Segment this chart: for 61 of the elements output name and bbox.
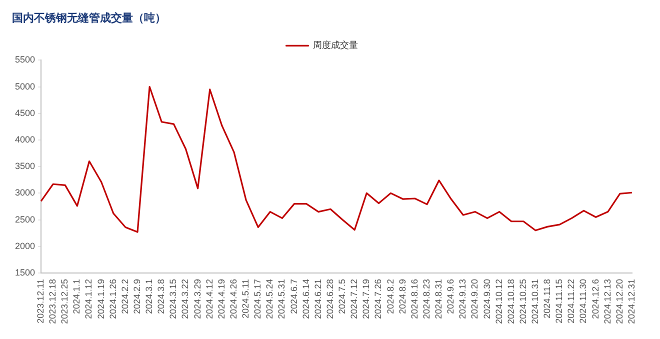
- chart-title: 国内不锈钢无缝管成交量（吨）: [12, 11, 166, 24]
- x-tick-label: 2023.12.11: [36, 278, 46, 324]
- x-tick-label: 2024.12.13: [602, 278, 612, 324]
- x-tick-label: 2024.8.23: [421, 278, 432, 320]
- x-tick-label: 2024.8.31: [434, 278, 444, 320]
- x-tick-label: 2024.3.22: [180, 278, 190, 320]
- x-tick-label: 2024.9.30: [482, 278, 492, 320]
- x-tick-label: 2024.6.28: [324, 278, 335, 320]
- x-tick-label: 2024.5.11: [240, 278, 251, 318]
- x-tick-label: 2024.10.12: [494, 278, 504, 324]
- y-tick-label: 5500: [14, 54, 36, 65]
- x-tick-label: 2024.1.1: [72, 278, 82, 314]
- y-tick-label: 5000: [14, 81, 36, 92]
- y-tick-label: 2000: [14, 240, 36, 251]
- x-tick-label: 2024.5.31: [276, 278, 287, 320]
- x-tick-label: 2024.10.18: [506, 278, 516, 324]
- x-tick-label: 2024.6.7: [288, 278, 299, 314]
- x-tick-label: 2024.4.26: [228, 278, 238, 320]
- x-tick-label: 2024.12.31: [626, 278, 636, 324]
- x-tick-label: 2024.8.9: [397, 278, 408, 314]
- y-tick-label: 1500: [14, 267, 36, 278]
- x-tick-label: 2024.11.8: [542, 278, 552, 318]
- x-tick-label: 2024.4.12: [204, 278, 214, 320]
- x-tick-label: 2024.5.24: [264, 278, 275, 320]
- y-tick-label: 3500: [14, 161, 36, 172]
- x-tick-label: 2024.2.2: [120, 278, 130, 314]
- x-tick-label: 2024.9.6: [446, 278, 456, 314]
- x-tick-label: 2024.1.19: [96, 278, 106, 320]
- x-tick-label: 2024.5.17: [252, 278, 263, 320]
- x-tick-label: 2024.3.29: [192, 278, 202, 320]
- y-tick-label: 4500: [14, 108, 36, 118]
- x-tick-label: 2024.8.16: [409, 278, 420, 320]
- x-tick-label: 2024.2.9: [132, 278, 142, 314]
- x-tick-label: 2023.12.25: [60, 278, 70, 324]
- legend-label: 周度成交量: [312, 40, 358, 52]
- y-tick-label: 3000: [14, 188, 36, 198]
- x-tick-label: 2023.12.18: [48, 278, 58, 324]
- x-tick-label: 2024.10.25: [518, 278, 528, 324]
- x-tick-label: 2024.9.13: [458, 278, 468, 320]
- x-tick-label: 2024.11.22: [566, 278, 576, 324]
- y-tick-label: 2500: [14, 214, 36, 224]
- x-tick-label: 2024.11.15: [554, 278, 564, 324]
- x-tick-label: 2024.8.2: [385, 278, 396, 314]
- x-tick-label: 2024.1.12: [84, 278, 94, 320]
- x-tick-label: 2024.7.19: [361, 278, 372, 320]
- x-tick-label: 2024.6.21: [312, 278, 323, 320]
- x-tick-label: 2024.3.1: [144, 278, 154, 314]
- x-tick-label: 2024.4.19: [216, 278, 226, 320]
- x-tick-label: 2024.6.14: [300, 278, 311, 320]
- x-tick-label: 2024.10.31: [530, 278, 540, 324]
- x-tick-label: 2024.9.20: [470, 278, 480, 320]
- x-tick-label: 2024.7.26: [373, 278, 384, 320]
- x-tick-label: 2024.1.26: [108, 278, 118, 320]
- x-tick-label: 2024.11.30: [578, 278, 588, 324]
- x-tick-label: 2024.12.6: [590, 278, 600, 320]
- x-tick-label: 2024.12.20: [614, 278, 624, 324]
- x-tick-label: 2024.3.15: [168, 278, 178, 320]
- y-tick-label: 4000: [14, 134, 36, 144]
- x-tick-label: 2024.7.12: [349, 278, 360, 320]
- x-tick-label: 2024.3.8: [156, 278, 166, 314]
- x-tick-label: 2024.7.5: [337, 278, 348, 314]
